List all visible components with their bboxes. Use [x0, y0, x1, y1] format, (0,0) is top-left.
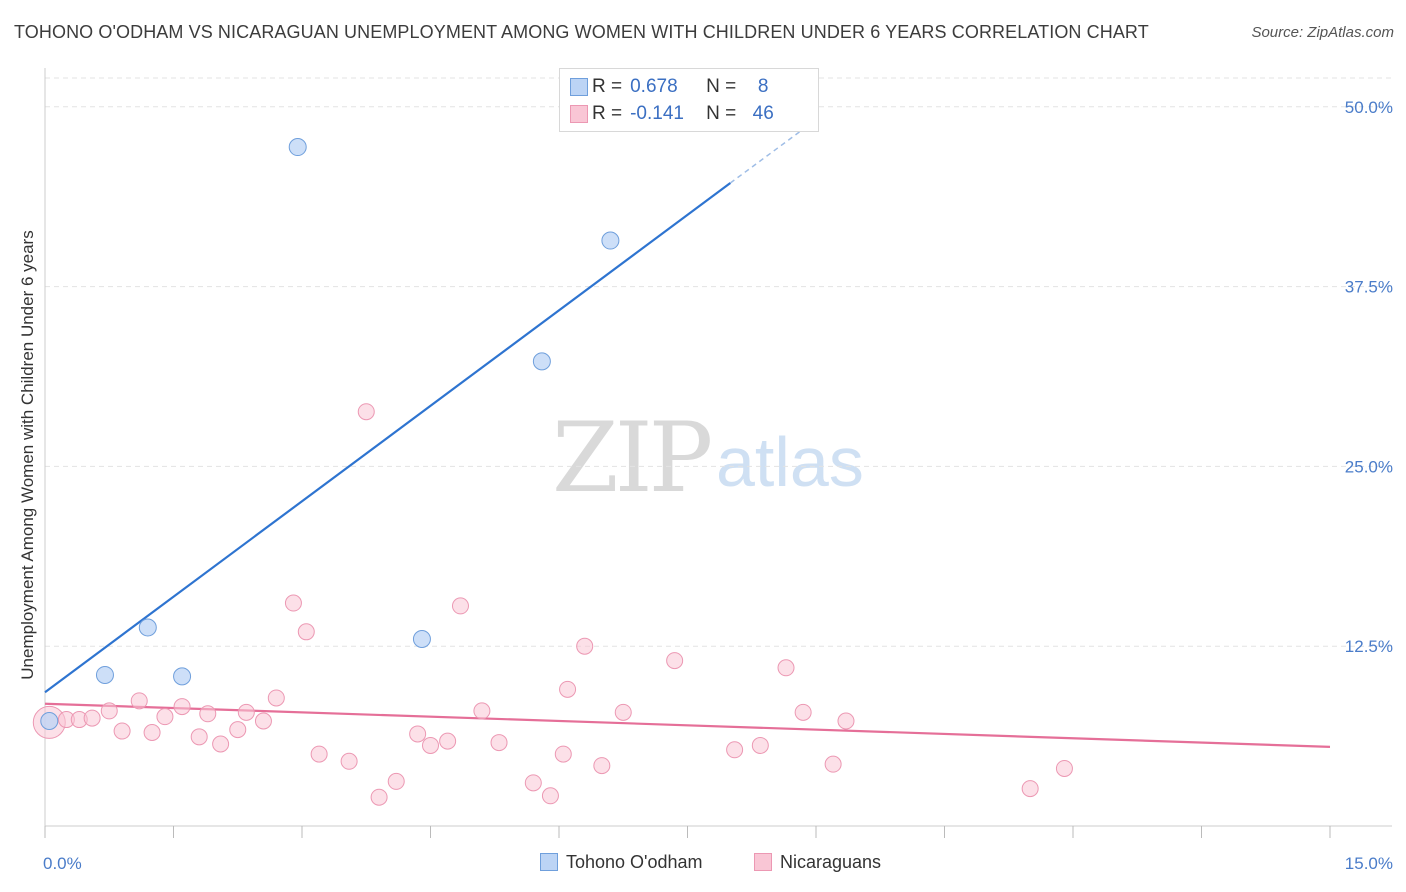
point-nicaraguans — [173, 698, 191, 716]
x-tick-label: 0.0% — [43, 854, 82, 873]
point-nicaraguans — [357, 403, 375, 421]
point-tohono — [288, 138, 307, 157]
y-tick-label: 12.5% — [1345, 637, 1393, 656]
point-tohono — [532, 352, 551, 371]
point-nicaraguans — [593, 757, 611, 775]
point-nicaraguans — [614, 703, 632, 721]
point-nicaraguans — [254, 712, 272, 730]
point-nicaraguans — [340, 752, 358, 770]
bottom-legend-label-tohono: Tohono O'odham — [566, 852, 703, 872]
point-nicaraguans — [726, 741, 744, 759]
point-nicaraguans — [422, 736, 439, 754]
point-nicaraguans — [284, 594, 302, 612]
point-nicaraguans — [83, 709, 101, 727]
legend-row-nicaraguans: R = -0.141 N = 46 — [570, 101, 782, 127]
tick-labels: 12.5% 25.0% 37.5% 50.0% 0.0% 15.0% — [43, 98, 1393, 873]
point-nicaraguans — [267, 689, 285, 707]
point-nicaraguans — [409, 725, 427, 743]
point-nicaraguans — [143, 724, 161, 741]
point-nicaraguans — [490, 734, 508, 752]
point-nicaraguans — [387, 772, 405, 790]
x-tick-label: 15.0% — [1345, 854, 1393, 873]
point-tohono — [601, 231, 620, 250]
point-nicaraguans — [130, 692, 148, 710]
legend-r-label: R = — [592, 103, 623, 124]
point-nicaraguans — [113, 722, 131, 740]
point-tohono — [412, 630, 431, 648]
legend-n-value: 46 — [752, 103, 774, 124]
point-nicaraguans — [212, 735, 230, 753]
bottom-legend-nicaraguans: Nicaraguans — [754, 852, 881, 873]
point-nicaraguans — [310, 745, 328, 763]
watermark-atlas: atlas — [716, 423, 864, 501]
bottom-legend-label-nicaraguans: Nicaraguans — [780, 852, 882, 872]
point-tohono — [95, 665, 114, 684]
legend: R = 0.678 N = 8 R = -0.141 N = 46 — [559, 68, 819, 132]
point-nicaraguans — [370, 788, 388, 806]
point-nicaraguans — [190, 728, 208, 746]
trend-line-tohono — [44, 182, 731, 694]
point-nicaraguans — [794, 703, 812, 721]
point-nicaraguans — [1021, 780, 1039, 798]
point-nicaraguans — [297, 623, 315, 641]
point-nicaraguans — [524, 774, 542, 792]
point-nicaraguans — [824, 755, 842, 773]
point-nicaraguans — [837, 712, 855, 730]
point-nicaraguans — [576, 637, 594, 655]
legend-r-label: R = — [592, 76, 623, 97]
point-nicaraguans — [751, 736, 769, 754]
axes — [44, 68, 1392, 838]
point-tohono — [40, 711, 59, 730]
point-nicaraguans — [1055, 759, 1073, 777]
point-nicaraguans — [666, 652, 684, 670]
point-nicaraguans — [451, 597, 469, 615]
trend-lines — [44, 119, 1331, 748]
legend-n-label: N = — [706, 103, 737, 124]
bottom-legend-tohono: Tohono O'odham — [540, 852, 703, 873]
legend-n-label: N = — [706, 76, 737, 97]
point-tohono — [138, 618, 157, 637]
point-tohono — [173, 667, 192, 686]
point-nicaraguans — [541, 787, 559, 805]
legend-n-value: 8 — [757, 76, 769, 97]
legend-r-value: -0.141 — [630, 103, 684, 124]
point-nicaraguans — [554, 745, 572, 763]
point-nicaraguans — [156, 708, 174, 726]
point-nicaraguans — [439, 732, 457, 750]
data-points — [32, 138, 1073, 806]
point-nicaraguans — [229, 721, 247, 739]
point-nicaraguans — [237, 703, 255, 721]
trend-line-nicaraguans — [44, 702, 1331, 748]
legend-swatch-blue — [570, 78, 588, 96]
point-nicaraguans — [199, 705, 217, 723]
gridlines — [45, 77, 1392, 647]
source-label: Source: ZipAtlas.com — [1251, 24, 1394, 41]
point-nicaraguans — [559, 680, 577, 698]
point-nicaraguans — [777, 659, 795, 677]
watermark-zip: ZIP — [552, 402, 713, 514]
chart-title: TOHONO O'ODHAM VS NICARAGUAN UNEMPLOYMEN… — [14, 22, 1149, 42]
point-nicaraguans — [100, 702, 118, 720]
y-tick-label: 37.5% — [1345, 278, 1393, 297]
legend-swatch-pink — [570, 105, 588, 123]
y-tick-label: 25.0% — [1345, 457, 1393, 476]
bottom-legend-swatch-blue — [540, 853, 558, 871]
point-nicaraguans — [473, 702, 491, 720]
legend-r-value: 0.678 — [630, 76, 678, 97]
y-tick-label: 50.0% — [1345, 98, 1393, 117]
legend-row-tohono: R = 0.678 N = 8 — [570, 74, 782, 100]
bottom-legend-swatch-pink — [754, 853, 772, 871]
